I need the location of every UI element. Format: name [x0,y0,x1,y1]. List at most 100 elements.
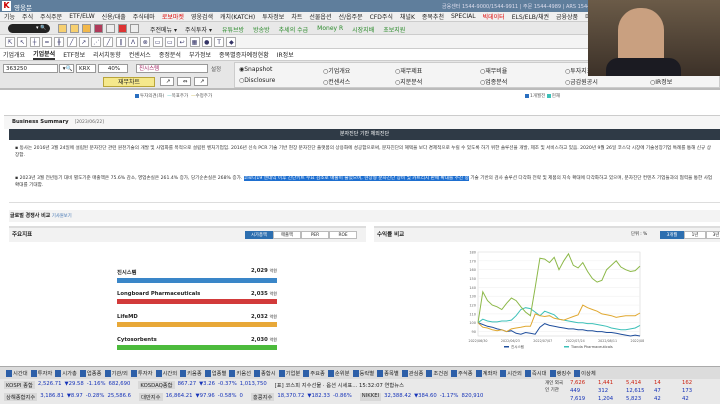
stock-code-input[interactable]: 363250 [3,64,58,73]
tool-icon[interactable] [70,24,79,33]
quick-link[interactable]: 추세의 수급 [278,27,309,34]
drawing-tool-icon[interactable]: ◆ [226,37,237,47]
tab-market-cap[interactable]: 시가총액 [245,231,273,239]
menu-item[interactable]: 금융상품 [555,14,579,21]
menu-item[interactable]: 채널K [399,14,415,21]
drawing-tool-icon[interactable]: ● [201,37,212,47]
tab-roe[interactable]: ROE [329,231,357,239]
window-tab[interactable]: 조건검 [426,369,448,377]
menu-item[interactable]: 주식테마 [132,14,155,21]
window-tab[interactable]: 투자자 [130,369,153,377]
report-radio[interactable]: ○컨센서스 [323,77,350,86]
window-tab[interactable]: 랭킹수 [549,369,571,377]
index-quote[interactable]: 대만지수 16,864.21 ▼97.96 -0.58% 0 [139,393,243,401]
menu-item[interactable]: 선/옵주문 [338,14,363,21]
window-tab[interactable]: 관심종 [401,369,423,377]
tool-icon[interactable] [58,24,67,33]
stock-invest-menu[interactable]: 주식투자 ▾ [185,27,212,34]
window-tab[interactable]: 기업분 [278,369,300,377]
news-ticker[interactable]: [표] 코스피 지수선물 · 옵션 시세표... 15:32:07 연합뉴스 [274,383,404,389]
drawing-tool-icon[interactable]: ⇱ [5,37,15,47]
window-tab[interactable]: 시가총 [55,369,77,377]
tab-3y[interactable]: 3년 [706,231,720,239]
selected-text[interactable]: 코로나19 엔데믹 이후 진단키트 수요 감소로 매출이 줄었으며, 현장형 분… [243,176,469,181]
window-tab[interactable]: 종합시 [254,369,276,377]
window-tab[interactable]: 시간외 [500,369,522,377]
window-tab[interactable]: 즉시대 [524,369,547,377]
favorites-menu[interactable]: 주전메뉴 ▾ [150,27,177,34]
window-tab[interactable]: 시간대 [6,369,28,377]
menu-item[interactable]: 신용/대출 [101,14,126,21]
radio-icon[interactable]: ○ [323,79,329,86]
window-tab[interactable]: 키움선 [229,369,251,377]
menu-item[interactable]: ELS/ELB/채권 [511,14,549,21]
chart-option-icon[interactable]: ↗ [160,77,174,86]
gear-icon[interactable] [130,24,139,33]
window-tab[interactable]: 키움종 [180,369,202,377]
tab-item[interactable]: 기업분석 [33,51,56,60]
menu-item[interactable]: 종목추천 [421,14,444,21]
drawing-tool-icon[interactable]: ▦ [189,37,200,47]
report-radio[interactable]: ○금감원공시 [565,77,598,86]
ratio-field[interactable]: 40% [98,64,128,73]
menu-item[interactable]: 선물옵션 [309,14,332,21]
window-tab[interactable]: 투자자 [30,369,52,377]
lock-icon[interactable] [82,24,91,33]
report-radio[interactable]: ○기업개요 [323,66,350,75]
menu-item[interactable]: 투자정보 [262,14,285,21]
drawing-tool-icon[interactable]: ═ [41,37,52,47]
report-radio[interactable]: ○지분분석 [395,77,422,86]
window-tab[interactable]: 주식종 [451,369,473,377]
tab-item[interactable]: 종정분석 [158,52,181,59]
tab-item[interactable]: ETF정보 [63,52,86,59]
window-tab[interactable]: 기관/외 [104,369,128,377]
menu-item[interactable]: CFD주식 [369,14,393,21]
drawing-tool-icon[interactable]: ┼ [29,37,40,47]
quick-link[interactable]: Money R [317,25,344,32]
tool-icon[interactable] [94,24,103,33]
tab-item[interactable]: 기업개요 [3,52,26,59]
drawing-tool-icon[interactable]: ╫ [54,37,65,47]
tab-revenue[interactable]: 매출액 [273,231,301,239]
menu-item[interactable]: 캐치(KATCH) [220,14,256,21]
menu-item[interactable]: SPECIAL [450,13,476,20]
radio-icon[interactable]: ◉ [239,66,245,73]
menu-item[interactable]: 차트 [291,14,303,21]
window-tab[interactable]: 순위분 [327,369,350,377]
drawing-tool-icon[interactable]: ↗ [78,37,89,47]
quick-link[interactable]: 초보지원 [383,27,406,34]
index-quote[interactable]: KOSPI 종합 2,526.71 ▼29.58 -1.16% 682,690 [4,381,130,389]
search-input[interactable]: ▾ 🔍 [8,24,50,33]
tab-item[interactable]: 부가정보 [188,52,212,59]
drawing-tool-icon[interactable]: ╱ [66,37,77,47]
drawing-tool-icon[interactable]: ‖ [115,37,126,47]
tool-icon[interactable] [106,24,115,33]
radio-icon[interactable]: ○ [395,79,401,86]
drawing-tool-icon[interactable]: Λ [128,37,138,47]
menu-item[interactable]: ETF/ELW [69,13,95,20]
window-tab[interactable]: 등락별 [352,369,374,377]
drawing-tool-icon[interactable]: ▭ [164,37,175,47]
source-link[interactable]: 기사원보기 [51,214,72,219]
tab-item[interactable]: IR정보 [276,52,294,59]
report-radio[interactable]: ◉Snapshot [239,66,272,73]
index-quote[interactable]: 상해종합지수 3,186.81 ▼8.97 -0.28% 25,586.6 [4,393,131,401]
report-radio[interactable]: ○IR정보 [650,77,672,86]
index-quote[interactable]: KOSDAQ종합 867.27 ▼3.26 -0.37% 1,013,750 [138,381,267,389]
report-radio[interactable]: ○재무제표 [395,66,422,75]
window-tab[interactable]: 업종별 [204,369,226,377]
report-radio[interactable]: ○재무비율 [480,66,507,75]
radio-icon[interactable]: ○ [565,68,571,75]
index-quote[interactable]: 홍콩지수 18,370.72 ▼182.33 -0.86% [250,393,352,401]
window-tab[interactable]: 이상체 [574,369,596,377]
report-radio[interactable]: ○투자지표 [565,66,592,75]
menu-item[interactable]: 로보마켓 [161,14,184,21]
financial-chart-button[interactable]: 재무차트 [103,77,155,87]
report-radio[interactable]: ○업종분석 [480,77,507,86]
radio-icon[interactable]: ○ [239,77,245,84]
radio-icon[interactable]: ○ [480,79,486,86]
menu-item[interactable]: 주식 [22,14,34,21]
window-tab[interactable]: 계좌자 [475,369,497,377]
window-tab[interactable]: 종목별 [377,369,399,377]
radio-icon[interactable]: ○ [650,79,656,86]
